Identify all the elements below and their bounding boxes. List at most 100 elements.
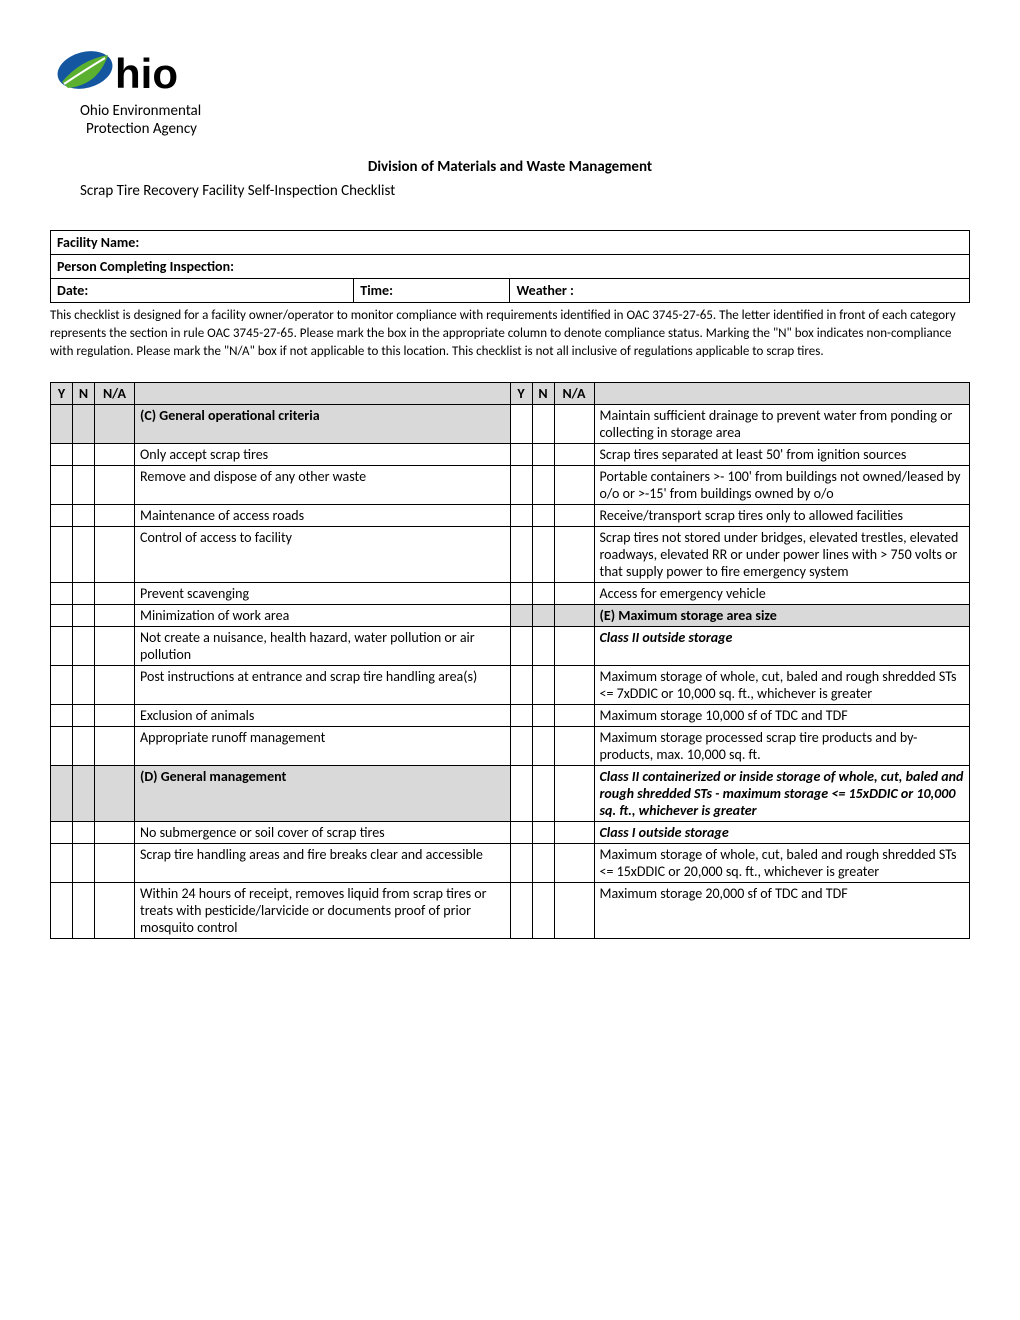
checkbox-cell[interactable] xyxy=(51,726,73,765)
checkbox-cell[interactable] xyxy=(510,604,532,626)
date-cell[interactable]: Date: xyxy=(51,279,354,303)
checkbox-cell[interactable] xyxy=(95,704,135,726)
checkbox-cell[interactable] xyxy=(554,443,594,465)
checkbox-cell[interactable] xyxy=(51,665,73,704)
checkbox-cell[interactable] xyxy=(51,604,73,626)
checkbox-cell[interactable] xyxy=(554,821,594,843)
checkbox-cell[interactable] xyxy=(95,843,135,882)
checkbox-cell[interactable] xyxy=(95,604,135,626)
checkbox-cell[interactable] xyxy=(554,465,594,504)
checkbox-cell[interactable] xyxy=(510,526,532,582)
checkbox-cell[interactable] xyxy=(554,604,594,626)
desc-right: (E) Maximum storage area size xyxy=(594,604,970,626)
checkbox-cell[interactable] xyxy=(51,504,73,526)
checkbox-cell[interactable] xyxy=(95,526,135,582)
weather-cell[interactable]: Weather : xyxy=(510,279,970,303)
checkbox-cell[interactable] xyxy=(95,465,135,504)
checkbox-cell[interactable] xyxy=(51,526,73,582)
checkbox-cell[interactable] xyxy=(532,843,554,882)
checkbox-cell[interactable] xyxy=(532,404,554,443)
checkbox-cell[interactable] xyxy=(532,465,554,504)
checkbox-cell[interactable] xyxy=(510,726,532,765)
checkbox-cell[interactable] xyxy=(95,404,135,443)
checkbox-cell[interactable] xyxy=(73,504,95,526)
checkbox-cell[interactable] xyxy=(532,504,554,526)
checkbox-cell[interactable] xyxy=(73,704,95,726)
checkbox-cell[interactable] xyxy=(95,726,135,765)
checkbox-cell[interactable] xyxy=(95,443,135,465)
checkbox-cell[interactable] xyxy=(510,504,532,526)
checkbox-cell[interactable] xyxy=(554,626,594,665)
checkbox-cell[interactable] xyxy=(532,665,554,704)
checkbox-cell[interactable] xyxy=(73,726,95,765)
checkbox-cell[interactable] xyxy=(95,626,135,665)
checkbox-cell[interactable] xyxy=(73,882,95,938)
checkbox-cell[interactable] xyxy=(532,582,554,604)
checkbox-cell[interactable] xyxy=(95,765,135,821)
checkbox-cell[interactable] xyxy=(73,443,95,465)
checkbox-cell[interactable] xyxy=(51,882,73,938)
checkbox-cell[interactable] xyxy=(73,604,95,626)
checklist-header-row: Y N N/A Y N N/A xyxy=(51,382,970,404)
checkbox-cell[interactable] xyxy=(95,882,135,938)
checkbox-cell[interactable] xyxy=(554,582,594,604)
checkbox-cell[interactable] xyxy=(510,665,532,704)
checkbox-cell[interactable] xyxy=(554,665,594,704)
checkbox-cell[interactable] xyxy=(510,882,532,938)
checkbox-cell[interactable] xyxy=(532,726,554,765)
checkbox-cell[interactable] xyxy=(95,582,135,604)
checkbox-cell[interactable] xyxy=(532,526,554,582)
checkbox-cell[interactable] xyxy=(73,404,95,443)
checkbox-cell[interactable] xyxy=(510,465,532,504)
checkbox-cell[interactable] xyxy=(51,626,73,665)
checkbox-cell[interactable] xyxy=(73,765,95,821)
checkbox-cell[interactable] xyxy=(554,504,594,526)
checkbox-cell[interactable] xyxy=(554,726,594,765)
checkbox-cell[interactable] xyxy=(51,704,73,726)
checkbox-cell[interactable] xyxy=(51,465,73,504)
checkbox-cell[interactable] xyxy=(510,765,532,821)
checkbox-cell[interactable] xyxy=(95,504,135,526)
checkbox-cell[interactable] xyxy=(73,526,95,582)
checkbox-cell[interactable] xyxy=(554,843,594,882)
checkbox-cell[interactable] xyxy=(554,704,594,726)
checkbox-cell[interactable] xyxy=(532,604,554,626)
checkbox-cell[interactable] xyxy=(73,626,95,665)
checkbox-cell[interactable] xyxy=(510,443,532,465)
facility-name-row[interactable]: Facility Name: xyxy=(51,231,970,255)
desc-right: Access for emergency vehicle xyxy=(594,582,970,604)
checkbox-cell[interactable] xyxy=(51,765,73,821)
checkbox-cell[interactable] xyxy=(51,582,73,604)
checkbox-cell[interactable] xyxy=(95,821,135,843)
checkbox-cell[interactable] xyxy=(510,821,532,843)
checkbox-cell[interactable] xyxy=(532,882,554,938)
checkbox-cell[interactable] xyxy=(73,665,95,704)
checkbox-cell[interactable] xyxy=(554,404,594,443)
checkbox-cell[interactable] xyxy=(510,704,532,726)
checkbox-cell[interactable] xyxy=(532,704,554,726)
checkbox-cell[interactable] xyxy=(532,765,554,821)
checkbox-cell[interactable] xyxy=(73,465,95,504)
checklist-row: Within 24 hours of receipt, removes liqu… xyxy=(51,882,970,938)
person-row[interactable]: Person Completing Inspection: xyxy=(51,255,970,279)
checkbox-cell[interactable] xyxy=(73,582,95,604)
checkbox-cell[interactable] xyxy=(532,443,554,465)
checkbox-cell[interactable] xyxy=(51,404,73,443)
checkbox-cell[interactable] xyxy=(532,626,554,665)
checkbox-cell[interactable] xyxy=(51,443,73,465)
checkbox-cell[interactable] xyxy=(510,404,532,443)
col-desc-left xyxy=(135,382,511,404)
checkbox-cell[interactable] xyxy=(510,626,532,665)
checkbox-cell[interactable] xyxy=(510,582,532,604)
checkbox-cell[interactable] xyxy=(51,843,73,882)
checkbox-cell[interactable] xyxy=(510,843,532,882)
checkbox-cell[interactable] xyxy=(73,843,95,882)
checkbox-cell[interactable] xyxy=(554,765,594,821)
checkbox-cell[interactable] xyxy=(51,821,73,843)
checkbox-cell[interactable] xyxy=(554,882,594,938)
checkbox-cell[interactable] xyxy=(73,821,95,843)
time-cell[interactable]: Time: xyxy=(354,279,510,303)
checkbox-cell[interactable] xyxy=(554,526,594,582)
checkbox-cell[interactable] xyxy=(532,821,554,843)
checkbox-cell[interactable] xyxy=(95,665,135,704)
